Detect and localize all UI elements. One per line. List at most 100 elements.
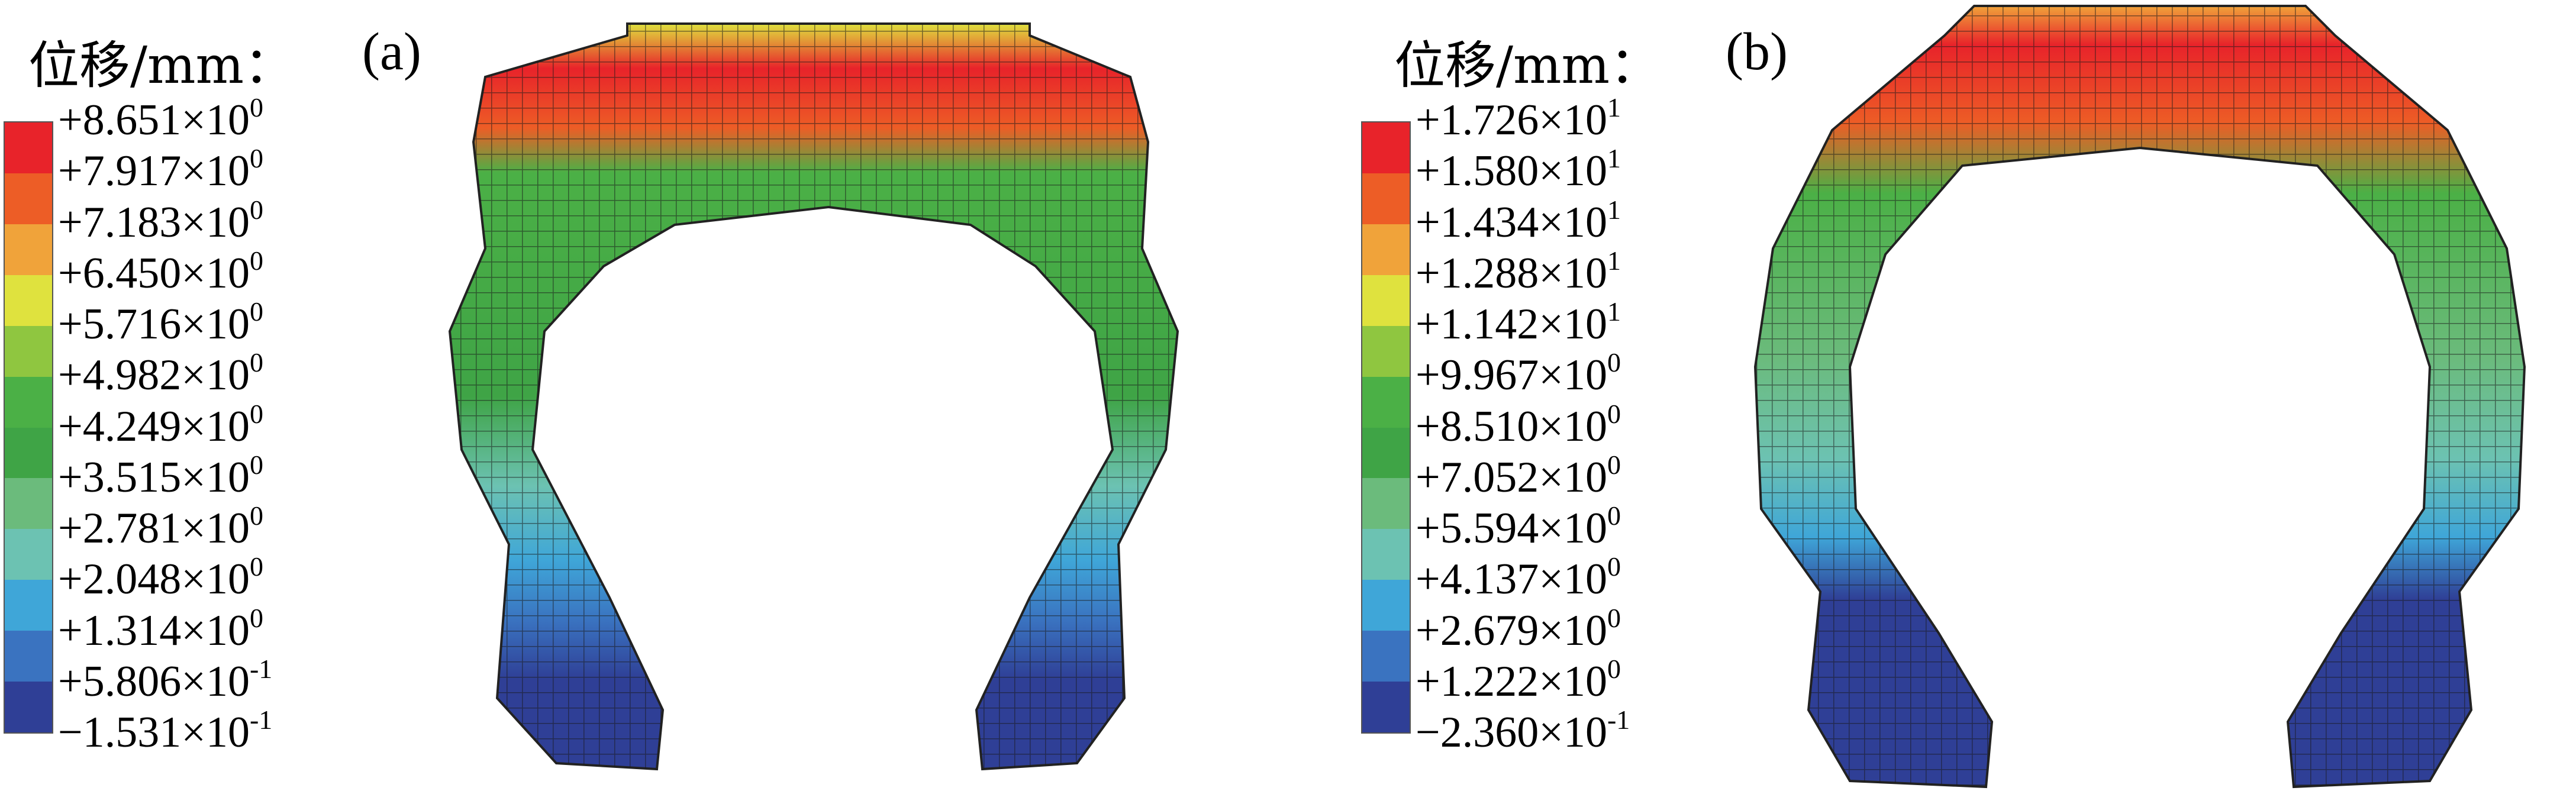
- panel-label: (b): [1726, 22, 1788, 81]
- tick-exponent: 0: [249, 551, 263, 582]
- tick-label: +5.594×100: [1416, 501, 1621, 553]
- tick-label: +2.679×100: [1416, 604, 1621, 655]
- tick-exponent: 0: [249, 92, 263, 122]
- colorbar-swatch: [1362, 478, 1410, 530]
- colorbar: [1361, 121, 1411, 734]
- tick-mantissa: −2.360×10: [1416, 708, 1607, 757]
- tick-label: +8.651×100: [58, 92, 263, 144]
- tick-mantissa: +1.434×10: [1416, 198, 1607, 247]
- colorbar-swatch: [5, 122, 52, 173]
- tick-label: −1.531×10-1: [58, 705, 273, 757]
- tick-mantissa: +1.314×10: [58, 606, 250, 655]
- tick-label: +8.510×100: [1416, 400, 1621, 451]
- tick-label: +3.515×100: [58, 451, 263, 499]
- tick-mantissa: +9.967×10: [1416, 351, 1607, 400]
- tick-mantissa: +8.510×10: [1416, 402, 1607, 451]
- colorbar-swatch: [5, 275, 52, 326]
- panel-label: (a): [362, 22, 421, 81]
- tick-exponent: 1: [1607, 245, 1621, 276]
- tick-exponent: 0: [249, 347, 263, 378]
- tick-label: +1.726×101: [1416, 92, 1621, 144]
- colorbar-swatch: [1362, 173, 1410, 224]
- colorbar-swatch: [1362, 580, 1410, 631]
- tick-label: +9.967×100: [1416, 347, 1621, 400]
- tick-mantissa: −1.531×10: [58, 708, 250, 757]
- tick-exponent: 1: [1607, 92, 1621, 122]
- tick-exponent: -1: [1607, 705, 1630, 735]
- tire-deformation-contour: [448, 22, 1179, 771]
- tick-exponent: 0: [249, 245, 263, 276]
- tick-label: +4.137×100: [1416, 551, 1621, 604]
- tick-mantissa: +2.679×10: [1416, 606, 1607, 655]
- legend-title: 位移/mm：: [28, 36, 295, 95]
- colorbar-swatch: [5, 478, 52, 530]
- tick-mantissa: +7.052×10: [1416, 453, 1607, 502]
- colorbar-swatch: [1362, 682, 1410, 733]
- tick-mantissa: +1.222×10: [1416, 657, 1607, 706]
- tick-mantissa: +7.183×10: [58, 198, 250, 247]
- tick-mantissa: +1.580×10: [1416, 147, 1607, 196]
- colorbar-swatch: [5, 427, 52, 479]
- tick-label: +7.917×100: [58, 145, 263, 193]
- tick-mantissa: +1.726×10: [1416, 96, 1607, 144]
- tick-mantissa: +1.142×10: [1416, 300, 1607, 348]
- colorbar-swatch: [1362, 275, 1410, 326]
- tick-mantissa: +4.137×10: [1416, 555, 1607, 604]
- tick-mantissa: +1.288×10: [1416, 248, 1607, 298]
- colorbar-swatch: [1362, 427, 1410, 479]
- tick-exponent: 0: [1607, 551, 1621, 582]
- colorbar-swatch: [5, 325, 52, 377]
- tick-label: +4.982×100: [58, 347, 263, 400]
- legend-title: 位移/mm：: [1394, 36, 1661, 95]
- tick-exponent: 0: [1607, 501, 1621, 531]
- tick-exponent: 0: [1607, 347, 1621, 378]
- colorbar-swatch: [5, 376, 52, 428]
- tick-mantissa: +2.048×10: [58, 555, 250, 604]
- tick-label: +1.580×101: [1416, 145, 1621, 193]
- tick-exponent: 0: [249, 398, 263, 429]
- panel-b: 位移/mm： +1.726×101 +1.580×101 +1.434×101 +1.…: [1288, 0, 2576, 791]
- tick-exponent: -1: [249, 653, 273, 684]
- tick-mantissa: +8.651×10: [58, 96, 250, 144]
- tick-exponent: 1: [1607, 143, 1621, 174]
- tick-exponent: 1: [1607, 296, 1621, 327]
- tick-label: −2.360×10-1: [1416, 705, 1630, 757]
- tire-deformation-contour: [1753, 5, 2526, 789]
- tick-exponent: 0: [249, 143, 263, 174]
- tick-label: +1.288×101: [1416, 247, 1621, 295]
- colorbar-swatch: [1362, 122, 1410, 173]
- tick-exponent: 0: [249, 194, 263, 225]
- tick-mantissa: +3.515×10: [58, 453, 250, 502]
- tick-mantissa: +7.917×10: [58, 147, 250, 196]
- tick-exponent: 0: [249, 501, 263, 531]
- tick-exponent: 0: [1607, 653, 1621, 684]
- tick-mantissa: +5.594×10: [1416, 504, 1607, 553]
- tick-label: +1.222×100: [1416, 653, 1621, 706]
- colorbar-swatch: [1362, 224, 1410, 275]
- colorbar-swatch: [5, 631, 52, 682]
- colorbar-swatch: [5, 529, 52, 580]
- tick-label: +5.716×100: [58, 296, 263, 347]
- colorbar-swatch: [5, 580, 52, 631]
- colorbar-swatch: [1362, 325, 1410, 377]
- tick-exponent: 0: [1607, 449, 1621, 480]
- colorbar-swatch: [5, 173, 52, 224]
- tick-label: +7.183×100: [58, 196, 263, 244]
- tick-mantissa: +2.781×10: [58, 504, 250, 553]
- tick-exponent: -1: [249, 705, 273, 735]
- tick-label: +1.434×101: [1416, 196, 1621, 244]
- colorbar-swatch: [5, 682, 52, 733]
- tick-mantissa: +4.982×10: [58, 351, 250, 400]
- tick-exponent: 0: [249, 296, 263, 327]
- tick-label: +2.781×100: [58, 501, 263, 553]
- tick-mantissa: +4.249×10: [58, 402, 250, 451]
- colorbar-swatch: [1362, 631, 1410, 682]
- tick-exponent: 0: [249, 602, 263, 633]
- tick-label: +5.806×10-1: [58, 653, 273, 706]
- tick-mantissa: +5.806×10: [58, 657, 250, 706]
- tick-label: +2.048×100: [58, 551, 263, 604]
- colorbar: [4, 121, 53, 734]
- tick-exponent: 1: [1607, 194, 1621, 225]
- tick-exponent: 0: [249, 449, 263, 480]
- colorbar-swatch: [1362, 529, 1410, 580]
